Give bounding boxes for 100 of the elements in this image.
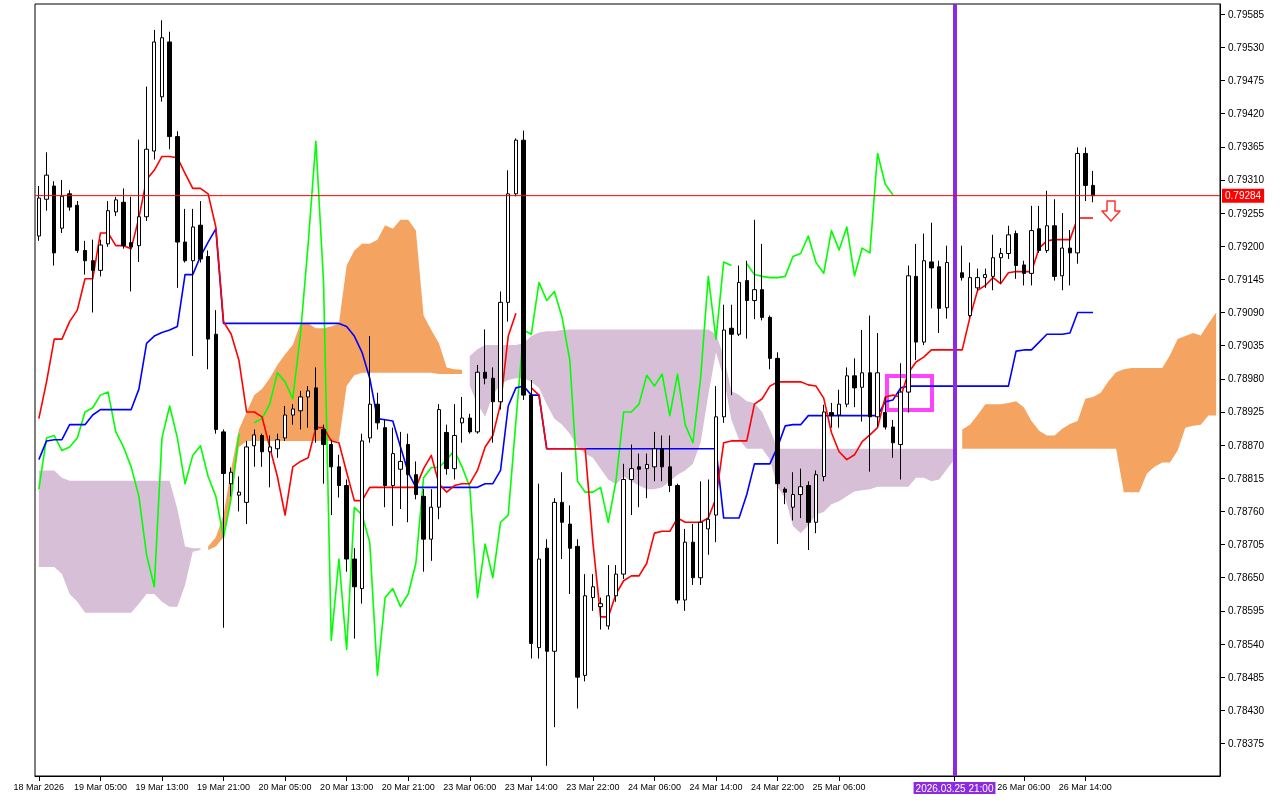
candlestick <box>783 486 787 505</box>
candlestick <box>444 424 449 476</box>
candlestick <box>260 433 264 468</box>
candlestick <box>167 31 172 150</box>
candlestick <box>206 249 210 370</box>
x-tick-label: 20 Mar 21:00 <box>381 781 435 792</box>
y-tick-label: 0.79420 <box>1228 108 1265 120</box>
y-tick-label: 0.78595 <box>1228 605 1265 617</box>
candlestick <box>321 424 326 485</box>
candlestick <box>1091 170 1095 203</box>
y-tick-label: 0.78980 <box>1228 373 1265 385</box>
x-tick-label: 2026.03.25 21:00 <box>915 782 994 794</box>
candlestick <box>683 528 687 612</box>
candlestick <box>929 222 934 309</box>
candlestick <box>183 208 187 264</box>
candlestick <box>83 240 87 276</box>
candlestick <box>352 547 357 640</box>
candlestick <box>429 488 433 562</box>
candlestick <box>491 366 495 444</box>
line-series <box>38 227 1094 519</box>
candlestick <box>375 392 380 430</box>
candlestick <box>860 329 864 423</box>
candlestick <box>852 357 857 408</box>
candlestick <box>360 433 364 605</box>
candlestick <box>214 309 218 435</box>
candlestick <box>660 435 664 482</box>
candlestick <box>129 196 133 292</box>
candlestick <box>798 468 803 519</box>
candlestick <box>198 200 203 264</box>
y-tick-label: 0.78485 <box>1228 671 1265 683</box>
candlestick <box>391 427 395 527</box>
candlestick <box>829 402 834 429</box>
candlestick <box>460 396 464 444</box>
y-tick-label: 0.78375 <box>1228 737 1265 749</box>
candlestick <box>1052 198 1057 282</box>
y-tick-label: 0.78870 <box>1228 439 1265 451</box>
candlestick <box>891 419 895 459</box>
y-tick-label: 0.78540 <box>1228 638 1265 650</box>
candlestick <box>344 478 349 573</box>
candlestick <box>337 454 341 499</box>
candlestick <box>37 185 41 242</box>
candlestick <box>1075 146 1080 265</box>
candlestick <box>529 379 533 659</box>
candlestick <box>868 315 872 473</box>
candlestick <box>229 466 233 497</box>
candlestick <box>452 403 457 480</box>
candlestick <box>737 265 741 337</box>
candlestick <box>329 439 333 516</box>
y-tick-label: 0.78815 <box>1228 472 1265 484</box>
candlestick <box>668 435 672 493</box>
candlestick <box>791 471 795 521</box>
candlestick <box>568 504 572 595</box>
candlestick <box>652 431 657 482</box>
candlestick <box>368 335 372 444</box>
candlestick <box>298 390 303 430</box>
candlestick <box>822 404 826 482</box>
candlestick <box>144 86 149 222</box>
x-tick-label: 19 Mar 05:00 <box>73 781 127 792</box>
candlestick <box>729 304 734 396</box>
y-tick-label: 0.79200 <box>1228 240 1265 252</box>
candlestick <box>914 243 918 361</box>
candlestick <box>545 538 549 767</box>
candlestick <box>175 130 180 289</box>
candlestick <box>975 268 980 291</box>
candlestick <box>121 187 126 250</box>
candlestick <box>398 431 403 510</box>
x-tick-label: 23 Mar 14:00 <box>504 781 558 792</box>
candlestick <box>160 19 164 103</box>
candlestick <box>421 488 426 573</box>
candlestick <box>606 564 610 631</box>
candlestick <box>221 428 226 629</box>
candlestick <box>614 564 618 603</box>
y-tick-label: 0.79585 <box>1228 8 1265 20</box>
candlestick <box>591 573 595 612</box>
ref-line-label: 0.79284 <box>1225 190 1262 202</box>
candlestick <box>706 478 710 556</box>
x-tick-label: 26 Mar 06:00 <box>997 781 1051 792</box>
y-tick-label: 0.78430 <box>1228 704 1265 716</box>
candlestick <box>506 169 510 323</box>
candlestick <box>1014 230 1018 280</box>
x-tick-label: 25 Mar 06:00 <box>812 781 866 792</box>
candlestick <box>521 130 526 401</box>
candlestick <box>883 396 887 430</box>
candlestick <box>768 315 772 370</box>
candlestick <box>152 29 156 160</box>
candlestick <box>1083 146 1088 202</box>
candlestick <box>552 497 557 728</box>
candlestick <box>745 260 749 339</box>
candlestick <box>1006 225 1011 260</box>
candlestick <box>999 247 1003 285</box>
candlestick <box>537 483 541 659</box>
candlestick <box>137 139 141 263</box>
candlestick <box>483 328 487 385</box>
candlestick <box>191 208 195 357</box>
candlestick <box>806 480 811 551</box>
candlestick <box>875 332 880 428</box>
y-tick-label: 0.79365 <box>1228 141 1265 153</box>
y-tick-label: 0.79090 <box>1228 307 1265 319</box>
candlestick <box>937 260 941 334</box>
y-tick-label: 0.78925 <box>1228 406 1265 418</box>
